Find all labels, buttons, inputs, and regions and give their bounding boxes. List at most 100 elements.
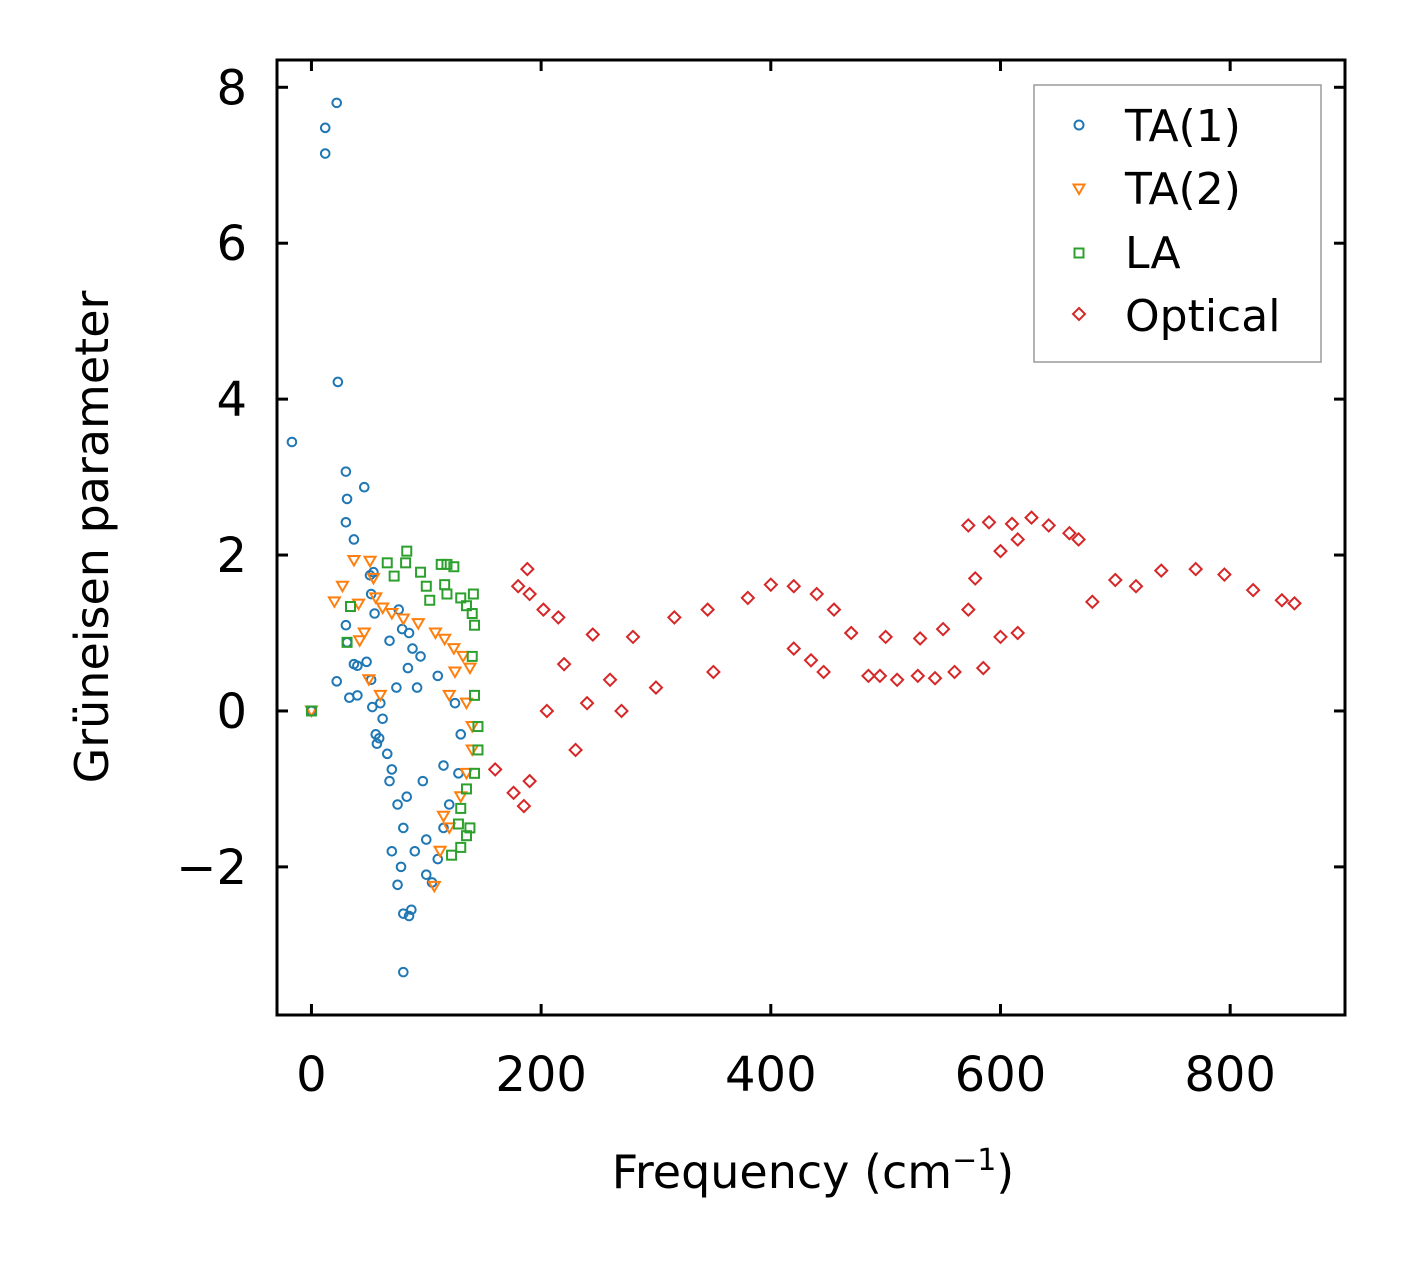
series-la: [305, 545, 484, 861]
x-axis-label: Frequency (cm−1): [612, 1143, 1015, 1199]
data-point: [1188, 561, 1204, 577]
data-point: [384, 608, 400, 621]
data-point: [872, 668, 888, 684]
data-point: [319, 148, 331, 159]
data-point: [436, 810, 451, 824]
data-point: [346, 554, 362, 568]
data-point: [1041, 518, 1057, 533]
data-point: [1010, 532, 1026, 547]
data-point: [448, 561, 460, 573]
data-point: [362, 555, 378, 569]
legend-label-ta1: TA(1): [1124, 101, 1241, 152]
data-point: [1128, 578, 1144, 594]
data-point: [392, 879, 403, 891]
data-point: [432, 845, 448, 859]
data-point: [361, 674, 377, 687]
data-point: [472, 721, 484, 733]
data-point: [975, 660, 991, 676]
data-point: [415, 566, 427, 578]
data-point: [340, 619, 352, 631]
data-point: [960, 602, 976, 618]
data-point: [319, 122, 331, 134]
data-point: [568, 742, 583, 758]
data-point: [487, 762, 503, 777]
data-point: [403, 910, 415, 922]
data-point: [406, 904, 417, 916]
data-point: [331, 676, 343, 687]
data-point: [327, 596, 342, 609]
y-tick-label: 4: [216, 372, 247, 428]
data-point: [455, 802, 467, 814]
data-point: [398, 966, 409, 978]
data-point: [472, 744, 484, 756]
data-point: [286, 436, 298, 448]
data-point: [947, 664, 962, 680]
data-point: [455, 729, 467, 740]
data-point: [396, 613, 411, 626]
y-tick-label: 6: [216, 216, 247, 272]
data-point: [803, 652, 819, 668]
legend-label-la: LA: [1125, 228, 1181, 279]
data-point: [369, 608, 380, 619]
data-point: [384, 635, 395, 647]
data-point: [341, 636, 353, 648]
data-point: [401, 791, 413, 803]
data-point: [469, 689, 481, 701]
data-point: [420, 834, 432, 845]
legend-marker-optical: [1071, 306, 1087, 322]
x-tick-label: 0: [296, 1047, 327, 1103]
data-point: [912, 631, 928, 646]
data-point: [536, 602, 551, 618]
data-point: [384, 775, 395, 787]
data-point: [437, 633, 452, 647]
data-point: [960, 518, 976, 533]
data-point: [358, 481, 370, 493]
data-point: [398, 908, 409, 919]
data-point: [341, 637, 353, 648]
series-optical: [487, 510, 1302, 814]
data-point: [522, 586, 538, 602]
x-tick-label: 200: [495, 1047, 587, 1103]
data-point: [1071, 532, 1086, 547]
data-point: [469, 619, 481, 631]
legend-label-ta2: TA(2): [1124, 164, 1241, 215]
data-point: [341, 493, 353, 505]
data-point: [396, 623, 408, 635]
data-point: [442, 689, 457, 703]
data-point: [432, 853, 444, 865]
data-point: [469, 767, 481, 779]
data-point: [809, 586, 825, 602]
data-point: [446, 849, 458, 861]
data-point: [428, 627, 443, 640]
x-tick-label: 400: [725, 1047, 817, 1103]
data-point: [453, 791, 468, 804]
data-point: [435, 558, 447, 570]
legend-marker-ta2: [1071, 183, 1087, 196]
data-point: [344, 600, 356, 612]
data-point: [506, 785, 521, 801]
data-point: [816, 664, 832, 680]
data-point: [402, 662, 414, 674]
data-point: [1274, 592, 1290, 608]
data-point: [401, 545, 413, 557]
data-point: [861, 668, 876, 684]
data-point: [625, 629, 641, 645]
series-ta-1: [286, 97, 467, 978]
data-point: [467, 588, 479, 600]
y-axis-label: Grüneisen parameter: [65, 290, 119, 783]
y-tick-label: 8: [216, 60, 247, 116]
data-point: [878, 629, 894, 645]
data-point: [348, 534, 360, 545]
data-point: [441, 588, 453, 600]
y-tick-label: 0: [216, 684, 247, 740]
data-point: [449, 697, 461, 709]
data-point: [427, 880, 442, 894]
data-point: [843, 625, 859, 641]
data-point: [417, 775, 429, 787]
data-point: [1107, 572, 1123, 588]
data-point: [666, 609, 682, 625]
data-point: [579, 695, 595, 711]
data-point: [361, 656, 372, 668]
data-point: [344, 692, 355, 704]
data-point: [700, 602, 716, 618]
